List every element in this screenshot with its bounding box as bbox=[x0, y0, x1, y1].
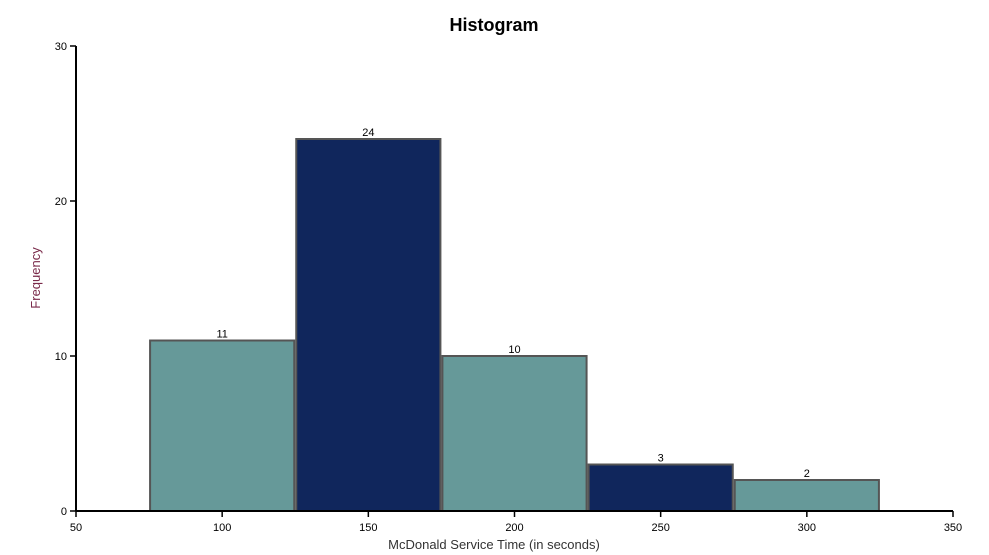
x-tick-label: 150 bbox=[359, 522, 377, 534]
y-tick-label: 0 bbox=[61, 506, 67, 518]
bar-value-label: 11 bbox=[216, 329, 227, 341]
y-axis-label: Frequency bbox=[28, 247, 43, 309]
y-tick-label: 10 bbox=[55, 351, 67, 363]
x-tick-label: 300 bbox=[798, 522, 816, 534]
x-tick-label: 250 bbox=[651, 522, 669, 534]
bar-value-label: 10 bbox=[508, 344, 520, 356]
x-tick-label: 50 bbox=[70, 522, 82, 534]
bar-1 bbox=[149, 339, 296, 512]
x-axis-label: McDonald Service Time (in seconds) bbox=[388, 537, 600, 552]
x-axis: 50 100 150 200 250 300 350 bbox=[70, 510, 962, 534]
bar-value-label: 2 bbox=[804, 468, 810, 480]
x-tick-label: 100 bbox=[213, 522, 231, 534]
bar-value-label: 24 bbox=[362, 127, 374, 139]
chart-title: Histogram bbox=[449, 15, 538, 35]
x-tick-label: 350 bbox=[944, 522, 962, 534]
y-tick-label: 30 bbox=[55, 41, 67, 53]
bars-layer: 11 24 10 3 2 bbox=[149, 127, 880, 512]
y-tick-label: 20 bbox=[55, 196, 67, 208]
bar-value-label: 3 bbox=[658, 453, 664, 465]
y-axis: 0 10 20 30 bbox=[55, 41, 77, 518]
bar-2 bbox=[295, 138, 442, 512]
bar-4 bbox=[587, 463, 734, 512]
x-tick-label: 200 bbox=[505, 522, 523, 534]
bar-5 bbox=[733, 479, 880, 512]
bar-3 bbox=[441, 355, 588, 512]
